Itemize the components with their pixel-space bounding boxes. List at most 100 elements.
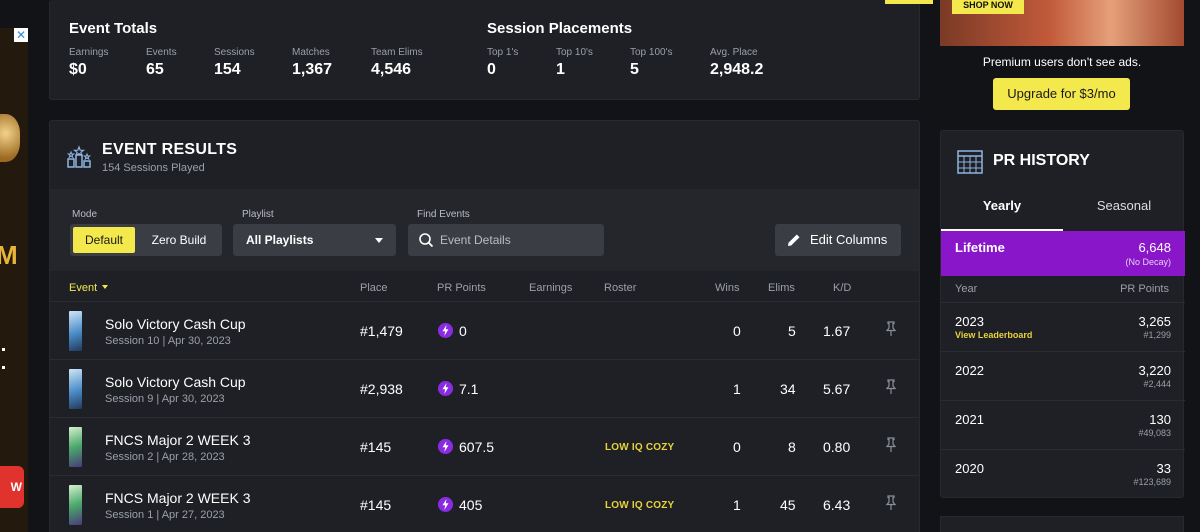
ad-image[interactable]: SHOP NOW <box>940 0 1184 46</box>
event-name[interactable]: FNCS Major 2 WEEK 3 <box>105 432 251 448</box>
pencil-icon <box>788 234 800 246</box>
mode-toggle: Default Zero Build <box>70 224 222 256</box>
pr-col-year: Year <box>955 283 978 295</box>
event-place: #145 <box>360 497 392 513</box>
event-pr-points: 607.5 <box>459 439 495 455</box>
mode-label: Mode <box>72 209 98 220</box>
pr-year-points: 130 <box>1149 412 1171 427</box>
column-event-sort[interactable]: Event <box>69 282 109 294</box>
stat-sessions: Sessions 154 <box>214 47 255 78</box>
view-leaderboard-link[interactable]: View Leaderboard <box>955 330 1033 340</box>
event-elims: 5 <box>788 323 796 339</box>
event-results-panel: EVENT RESULTS 154 Sessions Played Mode D… <box>49 120 920 532</box>
stat-earnings: Earnings $0 <box>69 47 109 78</box>
column-wins[interactable]: Wins <box>715 282 740 294</box>
tab-yearly[interactable]: Yearly <box>941 193 1063 231</box>
stat-matches: Matches 1,367 <box>292 47 333 78</box>
column-place[interactable]: Place <box>360 282 388 294</box>
edit-columns-label: Edit Columns <box>810 232 888 247</box>
event-results-title: EVENT RESULTS <box>102 141 238 158</box>
column-roster[interactable]: Roster <box>604 282 637 294</box>
next-panel-edge <box>940 516 1184 532</box>
table-row[interactable]: Solo Victory Cash Cup Session 9 | Apr 30… <box>50 359 919 417</box>
ad-dot <box>2 366 5 369</box>
event-pr-points: 7.1 <box>459 381 479 397</box>
lightning-icon <box>438 381 453 396</box>
table-row[interactable]: Solo Victory Cash Cup Session 10 | Apr 3… <box>50 301 919 359</box>
mode-default-button[interactable]: Default <box>73 227 135 253</box>
event-totals-panel: Event Totals Earnings $0 Events 65 Sessi… <box>49 0 920 100</box>
event-place: #1,479 <box>360 323 403 339</box>
column-elims[interactable]: Elims <box>768 282 795 294</box>
event-thumbnail <box>69 485 82 525</box>
premium-notice: Premium users don't see ads. <box>982 55 1142 69</box>
search-icon <box>419 233 434 248</box>
lifetime-row: Lifetime 6,648 (No Decay) <box>941 231 1185 276</box>
pr-year: 2022 <box>955 363 984 378</box>
event-name[interactable]: FNCS Major 2 WEEK 3 <box>105 490 251 506</box>
stat-top1: Top 1's 0 <box>487 47 519 78</box>
pr-year-row: 2023 View Leaderboard 3,265 #1,299 <box>941 302 1185 351</box>
pin-icon[interactable] <box>884 379 898 395</box>
ad-cta-button[interactable]: W <box>0 466 24 508</box>
lifetime-note: (No Decay) <box>1125 257 1171 267</box>
event-kd: 5.67 <box>823 381 851 397</box>
event-roster[interactable]: LOW IQ COZY <box>605 500 675 511</box>
pr-year: 2023 <box>955 314 984 329</box>
event-wins: 0 <box>733 323 741 339</box>
pr-col-points: PR Points <box>1120 283 1169 295</box>
upgrade-button[interactable]: Upgrade for $3/mo <box>993 78 1130 110</box>
pr-year-row: 2020 33 #123,689 <box>941 449 1185 498</box>
mode-zero-build-button[interactable]: Zero Build <box>151 233 207 247</box>
column-pr-points[interactable]: PR Points <box>437 282 486 294</box>
filters-bar: Mode Default Zero Build Playlist All Pla… <box>50 189 919 271</box>
pr-year-rank: #123,689 <box>1133 477 1171 487</box>
stat-top10: Top 10's 1 <box>556 47 593 78</box>
event-place: #2,938 <box>360 381 403 397</box>
event-kd: 6.43 <box>823 497 851 513</box>
event-name[interactable]: Solo Victory Cash Cup <box>105 316 246 332</box>
ad-close-icon[interactable]: ✕ <box>14 28 28 42</box>
playlist-label: Playlist <box>242 209 274 220</box>
event-roster[interactable]: LOW IQ COZY <box>605 442 675 453</box>
pr-year-row: 2021 130 #49,083 <box>941 400 1185 449</box>
column-kd[interactable]: K/D <box>833 282 852 294</box>
event-place: #145 <box>360 439 392 455</box>
event-session-date: Session 9 | Apr 30, 2023 <box>105 393 225 405</box>
event-pr-points: 0 <box>459 323 467 339</box>
edit-columns-button[interactable]: Edit Columns <box>775 224 901 256</box>
sort-caret-icon <box>102 285 109 289</box>
left-ad-banner[interactable]: ✕ M W <box>0 28 28 532</box>
lifetime-value: 6,648 <box>1138 240 1171 255</box>
event-search-input[interactable] <box>440 224 600 256</box>
event-elims: 34 <box>780 381 796 397</box>
playlist-select[interactable]: All Playlists <box>233 224 396 256</box>
find-events-label: Find Events <box>417 209 470 220</box>
event-session-date: Session 2 | Apr 28, 2023 <box>105 451 225 463</box>
pin-icon[interactable] <box>884 495 898 511</box>
event-kd: 0.80 <box>823 439 851 455</box>
event-totals-title: Event Totals <box>69 20 158 37</box>
sessions-played-count: 154 Sessions Played <box>102 162 205 174</box>
table-row[interactable]: FNCS Major 2 WEEK 3 Session 2 | Apr 28, … <box>50 417 919 475</box>
table-row[interactable]: FNCS Major 2 WEEK 3 Session 1 | Apr 27, … <box>50 475 919 532</box>
column-earnings[interactable]: Earnings <box>529 282 573 294</box>
shop-now-button[interactable]: SHOP NOW <box>952 0 1024 14</box>
pr-year-rank: #2,444 <box>1143 379 1171 389</box>
event-wins: 1 <box>733 497 741 513</box>
stat-team-elims: Team Elims 4,546 <box>371 47 423 78</box>
event-elims: 8 <box>788 439 796 455</box>
event-name[interactable]: Solo Victory Cash Cup <box>105 374 246 390</box>
ad-dot <box>2 348 5 351</box>
calendar-grid-icon <box>957 150 983 174</box>
pin-icon[interactable] <box>884 437 898 453</box>
pin-icon[interactable] <box>884 321 898 337</box>
event-session-date: Session 1 | Apr 27, 2023 <box>105 509 225 521</box>
podium-icon <box>67 145 91 168</box>
event-elims: 45 <box>780 497 796 513</box>
tab-seasonal[interactable]: Seasonal <box>1096 198 1152 213</box>
stat-events: Events 65 <box>146 47 177 78</box>
lifetime-label: Lifetime <box>955 240 1005 255</box>
right-ad-block: SHOP NOW Premium users don't see ads. Up… <box>940 0 1184 120</box>
column-event-label: Event <box>69 282 98 294</box>
